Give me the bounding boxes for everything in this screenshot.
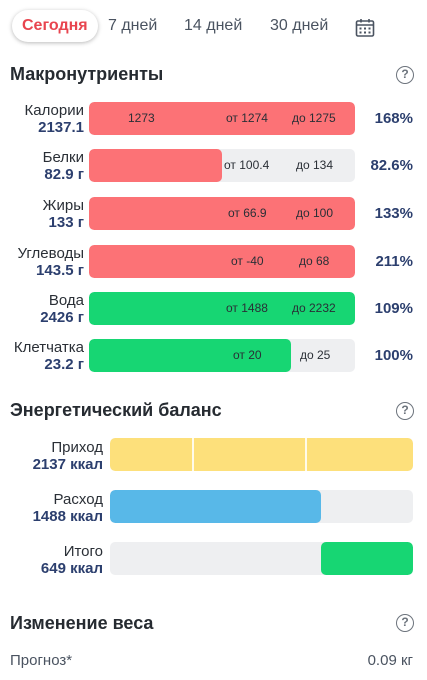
- macro-label-protein: Белки 82.9 г: [10, 149, 84, 184]
- macro-mark-max: до 100: [296, 206, 334, 220]
- energy-title: Энергетический баланс: [10, 400, 222, 420]
- tab-today[interactable]: Сегодня: [12, 10, 98, 42]
- macro-fill: [89, 292, 355, 325]
- macro-value: 133 г: [48, 214, 84, 231]
- period-tabs: Сегодня 7 дней 14 дней 30 дней: [10, 10, 417, 44]
- macro-fill: [89, 149, 222, 182]
- macros-help-icon[interactable]: ?: [396, 66, 414, 84]
- macro-label-fat: Жиры 133 г: [10, 197, 84, 232]
- macro-name: Вода: [48, 292, 84, 309]
- macro-fill: [89, 245, 355, 278]
- macro-bar-calories: 1273 от 1274 до 1275: [89, 102, 355, 135]
- energy-help-icon[interactable]: ?: [396, 402, 414, 420]
- energy-bar-income: [110, 438, 413, 471]
- energy-bar-expense: [110, 490, 413, 523]
- forecast-label: Прогноз*: [10, 652, 73, 669]
- macro-bar-fat: от 66.9 до 100: [89, 197, 355, 230]
- energy-label-total: Итого 649 ккал: [10, 543, 103, 578]
- macro-percent: 100%: [374, 347, 413, 364]
- energy-label-income: Приход 2137 ккал: [10, 439, 103, 474]
- energy-fill: [110, 438, 413, 471]
- macro-name: Жиры: [42, 197, 84, 214]
- macros-title: Макронутриенты: [10, 64, 164, 84]
- macro-mark-max: до 68: [299, 254, 330, 268]
- weight-title: Изменение веса: [10, 613, 154, 633]
- macro-mark-min: от 1274: [226, 111, 268, 125]
- macro-label-calories: Калории 2137.1: [10, 102, 84, 137]
- tab-30-days[interactable]: 30 дней: [270, 17, 329, 34]
- macro-percent: 82.6%: [370, 157, 413, 174]
- macro-mark-max: до 2232: [292, 301, 336, 315]
- energy-name: Приход: [51, 439, 103, 456]
- tab-7-days[interactable]: 7 дней: [108, 17, 158, 34]
- energy-name: Расход: [53, 491, 103, 508]
- macro-value: 2426 г: [40, 309, 84, 326]
- macro-value: 2137.1: [38, 119, 84, 136]
- macro-mark: 1273: [128, 111, 155, 125]
- forecast-value: 0.09 кг: [367, 652, 413, 669]
- macro-bar-protein: от 100.4 до 134: [89, 149, 355, 182]
- macro-mark-max: до 134: [296, 158, 334, 172]
- macro-fill: [89, 197, 355, 230]
- macro-label-fiber: Клетчатка 23.2 г: [10, 339, 84, 374]
- macro-mark-max: до 1275: [292, 111, 336, 125]
- macro-name: Калории: [24, 102, 84, 119]
- macro-value: 143.5 г: [36, 262, 84, 279]
- macro-label-water: Вода 2426 г: [10, 292, 84, 327]
- macro-mark-min: от 1488: [226, 301, 268, 315]
- macro-mark-max: до 25: [300, 348, 331, 362]
- macro-fill: [89, 339, 292, 372]
- energy-value: 1488 ккал: [32, 508, 103, 525]
- macro-name: Углеводы: [17, 245, 84, 262]
- macro-percent: 168%: [374, 110, 413, 127]
- macro-bar-fiber: от 20 до 25: [89, 339, 355, 372]
- macro-value: 23.2 г: [44, 356, 84, 373]
- weight-help-icon[interactable]: ?: [396, 614, 414, 632]
- tab-14-days[interactable]: 14 дней: [184, 17, 243, 34]
- energy-fill: [110, 490, 321, 523]
- macro-mark-min: от 20: [233, 348, 262, 362]
- macro-percent: 133%: [374, 205, 413, 222]
- energy-divider: [305, 438, 307, 471]
- macro-mark-min: от -40: [231, 254, 264, 268]
- energy-value: 2137 ккал: [32, 456, 103, 473]
- macro-mark-min: от 100.4: [224, 158, 270, 172]
- macro-name: Клетчатка: [13, 339, 84, 356]
- macro-fill: [89, 102, 355, 135]
- energy-divider: [192, 438, 194, 471]
- macro-bar-carbs: от -40 до 68: [89, 245, 355, 278]
- calendar-icon[interactable]: [355, 18, 375, 38]
- energy-value: 649 ккал: [40, 560, 103, 577]
- energy-fill: [320, 542, 413, 575]
- macro-mark-min: от 66.9: [228, 206, 267, 220]
- energy-label-expense: Расход 1488 ккал: [10, 491, 103, 526]
- macro-bar-water: от 1488 до 2232: [89, 292, 355, 325]
- energy-name: Итого: [63, 543, 103, 560]
- macro-value: 82.9 г: [44, 166, 84, 183]
- macro-percent: 109%: [374, 300, 413, 317]
- macro-percent: 211%: [375, 253, 413, 270]
- macro-label-carbs: Углеводы 143.5 г: [10, 245, 84, 280]
- macro-name: Белки: [42, 149, 84, 166]
- energy-bar-total: [110, 542, 413, 575]
